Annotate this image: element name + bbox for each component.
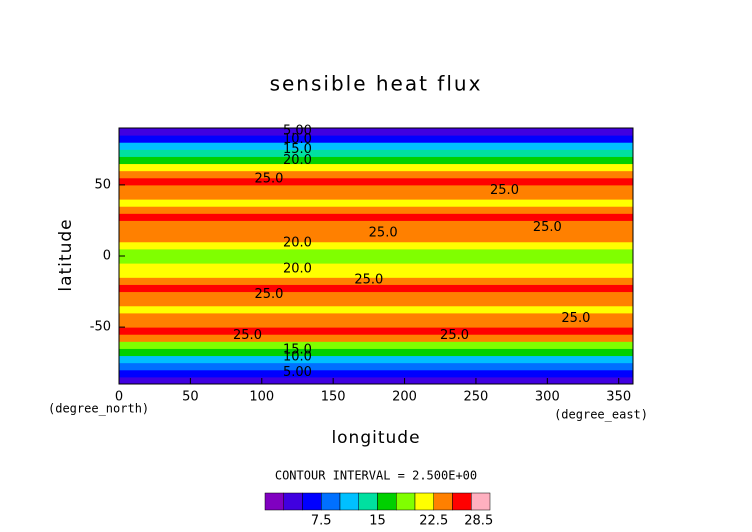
colorbar-box	[414, 492, 434, 511]
field-band	[119, 248, 633, 257]
field-band	[119, 192, 633, 200]
colorbar-box	[358, 492, 378, 511]
x-tick-label: 50	[182, 390, 199, 405]
contour-label: 25.0	[490, 183, 519, 198]
x-units: (degree_east)	[554, 408, 648, 422]
contour-label: 20.0	[283, 261, 312, 276]
colorbar-tick-label: 7.5	[311, 514, 332, 529]
x-tick-label: 350	[606, 390, 631, 405]
contour-label: 10.0	[283, 132, 312, 147]
contour-label: 25.0	[354, 273, 383, 288]
field-band	[119, 348, 633, 357]
colorbar-box	[452, 492, 472, 511]
field-band	[119, 149, 633, 157]
x-tick-label: 0	[115, 390, 123, 405]
colorbar-box	[396, 492, 416, 511]
field-band	[119, 135, 633, 143]
field-band	[119, 362, 633, 371]
field-band	[119, 355, 633, 364]
field-band	[119, 270, 633, 278]
colorbar-tick-label: 22.5	[419, 514, 448, 529]
y-tick-label: -50	[90, 320, 111, 335]
contour-label: 20.0	[283, 236, 312, 251]
field-band	[119, 263, 633, 271]
field-band	[119, 128, 633, 136]
colorbar-box	[264, 492, 284, 511]
contour-label: 15.0	[283, 142, 312, 157]
field-band	[119, 227, 633, 236]
colorbar-tick-label: 28.5	[464, 514, 493, 529]
field-band	[119, 369, 633, 378]
y-tick-label: 50	[94, 177, 111, 192]
field-band	[119, 184, 633, 193]
x-tick-label: 250	[464, 390, 489, 405]
x-tick-label: 200	[392, 390, 417, 405]
field-band	[119, 298, 633, 307]
contour-label: 25.0	[561, 311, 590, 326]
contour-interval: CONTOUR INTERVAL = 2.500E+00	[275, 469, 477, 483]
contour-label: 25.0	[254, 172, 283, 187]
colorbar-box	[433, 492, 453, 511]
field-band	[119, 334, 633, 342]
contour-label: 10.0	[283, 349, 312, 364]
field-band	[119, 320, 633, 328]
field-band	[119, 213, 633, 221]
x-tick-label: 300	[535, 390, 560, 405]
x-axis-label: longitude	[331, 428, 420, 448]
field-band	[119, 341, 633, 349]
field-band	[119, 305, 633, 314]
contour-label: 5.00	[283, 123, 312, 138]
field-band	[119, 170, 633, 179]
field-band	[119, 284, 633, 293]
colorbar-box	[377, 492, 397, 511]
colorbar-box	[302, 492, 322, 511]
field-band	[119, 156, 633, 165]
colorbar-box	[283, 492, 303, 511]
colorbar-tick-label: 15	[369, 514, 386, 529]
field-band	[119, 177, 633, 186]
y-units: (degree_north)	[48, 402, 149, 416]
contour-label: 25.0	[233, 328, 262, 343]
colorbar-box	[321, 492, 341, 511]
contour-label: 25.0	[533, 220, 562, 235]
contour-label: 25.0	[254, 287, 283, 302]
field-band	[119, 142, 633, 150]
y-axis-label: latitude	[56, 218, 76, 291]
field-band	[119, 291, 633, 300]
field-band	[119, 256, 633, 264]
contour-label: 5.00	[283, 365, 312, 380]
colorbar-box	[339, 492, 359, 511]
contour-label: 25.0	[440, 328, 469, 343]
field-band	[119, 241, 633, 250]
field-band	[119, 312, 633, 321]
field-band	[119, 277, 633, 285]
field-band	[119, 199, 633, 207]
contour-label: 25.0	[369, 226, 398, 241]
field-band	[119, 220, 633, 229]
field-band	[119, 327, 633, 335]
field-band	[119, 206, 633, 214]
field-band	[119, 376, 633, 385]
field-band	[119, 234, 633, 243]
field-band	[119, 163, 633, 172]
x-tick-label: 100	[249, 390, 274, 405]
y-tick-label: 0	[103, 249, 111, 264]
colorbar-box	[471, 492, 491, 511]
chart-title: sensible heat flux	[270, 72, 483, 96]
contour-label: 15.0	[283, 342, 312, 357]
x-tick-label: 150	[321, 390, 346, 405]
contour-label: 20.0	[283, 153, 312, 168]
